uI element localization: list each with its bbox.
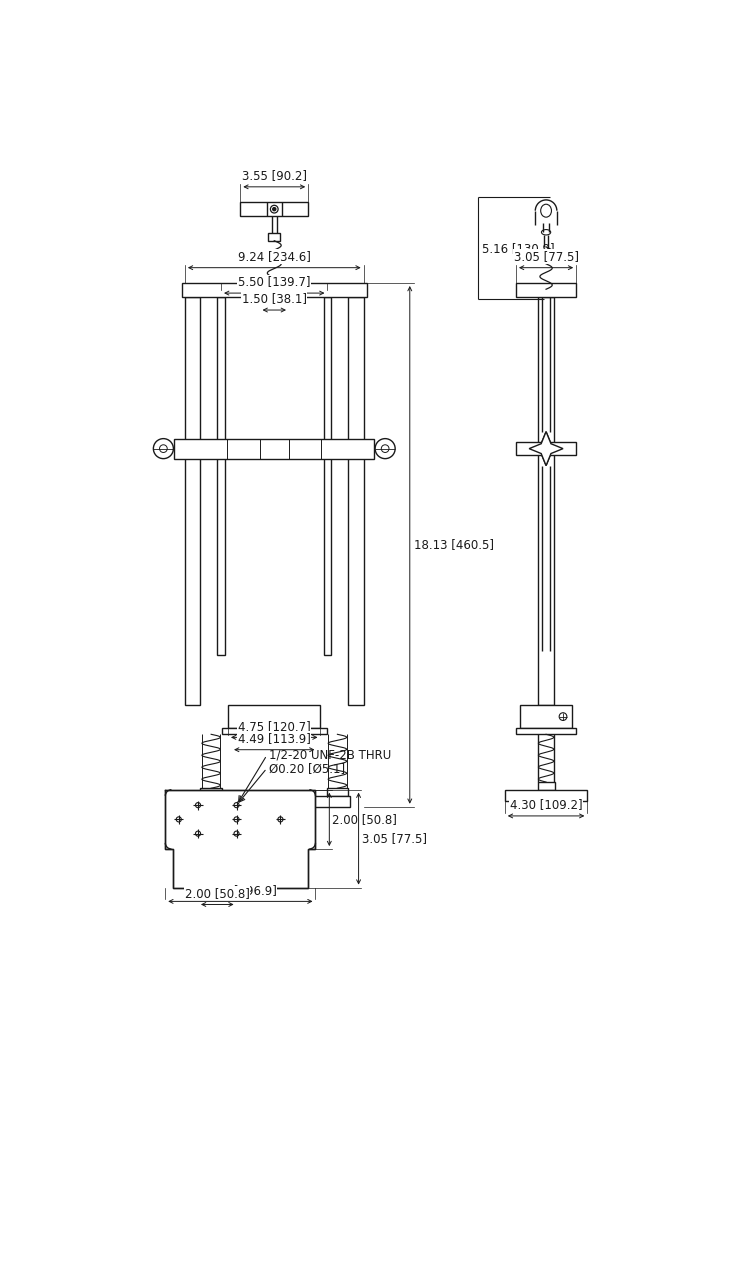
Bar (268, 233, 280, 241)
Bar (241, 202, 308, 216)
Text: 4.30 [109.2]: 4.30 [109.2] (510, 798, 583, 811)
Bar (228, 705, 320, 728)
Text: 2.00 [50.8]: 2.00 [50.8] (184, 886, 250, 899)
Text: 5.50 [139.7]: 5.50 [139.7] (238, 275, 310, 288)
Bar (217, 297, 225, 655)
Polygon shape (530, 432, 563, 465)
Ellipse shape (541, 204, 551, 218)
Circle shape (196, 803, 200, 808)
Text: Ø0.20 [Ø5.1]: Ø0.20 [Ø5.1] (269, 762, 346, 775)
Bar (538, 297, 554, 705)
Circle shape (234, 817, 239, 822)
Circle shape (375, 438, 395, 459)
Text: 4.49 [113.9]: 4.49 [113.9] (238, 731, 310, 746)
Circle shape (176, 817, 182, 822)
Bar (323, 297, 332, 655)
Bar (348, 297, 364, 705)
Bar (200, 788, 222, 796)
Bar (199, 796, 350, 807)
Bar (505, 790, 587, 801)
Bar (516, 728, 576, 734)
Text: 2.00 [50.8]: 2.00 [50.8] (332, 813, 398, 826)
Bar (174, 438, 374, 459)
Text: 3.55 [90.2]: 3.55 [90.2] (242, 169, 307, 182)
Circle shape (560, 712, 567, 720)
Text: 1.50 [38.1]: 1.50 [38.1] (242, 292, 307, 305)
Polygon shape (165, 790, 316, 888)
Bar (185, 297, 200, 705)
Bar (326, 788, 348, 796)
Circle shape (234, 803, 239, 808)
Text: 7.75 [196.9]: 7.75 [196.9] (204, 884, 277, 897)
Bar (538, 781, 554, 790)
Text: 18.13 [460.5]: 18.13 [460.5] (414, 538, 494, 551)
Text: 9.24 [234.6]: 9.24 [234.6] (238, 250, 310, 263)
Circle shape (160, 445, 167, 452)
Text: 5.16 [130.9]: 5.16 [130.9] (482, 242, 555, 255)
Ellipse shape (542, 229, 550, 234)
Circle shape (273, 208, 276, 210)
Bar (182, 283, 367, 297)
Circle shape (153, 438, 173, 459)
Polygon shape (530, 432, 563, 465)
Circle shape (234, 831, 239, 836)
Circle shape (196, 831, 200, 836)
Bar (516, 283, 576, 297)
Circle shape (271, 205, 278, 213)
Text: 3.05 [77.5]: 3.05 [77.5] (362, 833, 427, 845)
Circle shape (278, 817, 283, 822)
Circle shape (381, 445, 389, 452)
Text: 4.75 [120.7]: 4.75 [120.7] (238, 720, 310, 733)
Text: 1/2-20 UNF-2B THRU: 1/2-20 UNF-2B THRU (269, 748, 392, 762)
Bar (520, 705, 572, 728)
Text: 3.05 [77.5]: 3.05 [77.5] (514, 250, 578, 263)
Bar (222, 728, 327, 734)
Bar (516, 442, 576, 455)
